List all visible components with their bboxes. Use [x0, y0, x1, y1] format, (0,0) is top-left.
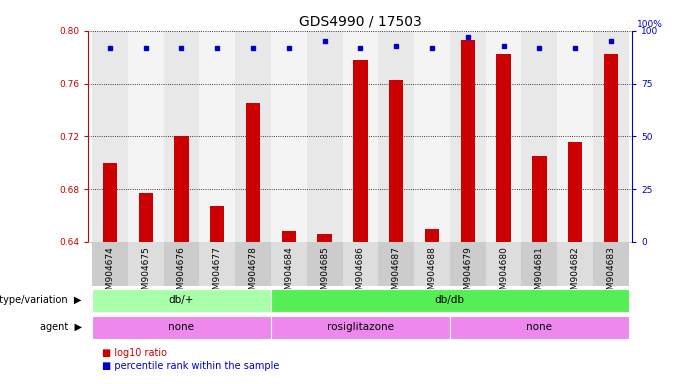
Title: GDS4990 / 17503: GDS4990 / 17503 [299, 14, 422, 28]
Bar [450, 31, 486, 242]
Bar [353, 60, 368, 242]
Text: GSM904684: GSM904684 [284, 247, 293, 301]
Bar [460, 40, 475, 242]
Text: GSM904685: GSM904685 [320, 247, 329, 301]
Text: none: none [526, 322, 552, 333]
FancyBboxPatch shape [164, 242, 199, 286]
Bar [246, 103, 260, 242]
FancyBboxPatch shape [450, 316, 629, 339]
Bar [199, 31, 235, 242]
FancyBboxPatch shape [235, 242, 271, 286]
FancyBboxPatch shape [92, 289, 271, 312]
Bar [378, 31, 414, 242]
Text: agent  ▶: agent ▶ [39, 322, 82, 333]
Bar [486, 31, 522, 242]
FancyBboxPatch shape [92, 316, 271, 339]
Bar [92, 31, 128, 242]
Bar [557, 31, 593, 242]
FancyBboxPatch shape [92, 242, 128, 286]
Bar [568, 142, 582, 242]
FancyBboxPatch shape [343, 242, 378, 286]
Text: GSM904675: GSM904675 [141, 247, 150, 301]
Text: GSM904682: GSM904682 [571, 247, 579, 301]
Text: db/+: db/+ [169, 295, 194, 306]
Bar [343, 31, 378, 242]
Bar [307, 31, 343, 242]
Bar [318, 234, 332, 242]
FancyBboxPatch shape [593, 242, 629, 286]
Bar [128, 31, 164, 242]
Bar [235, 31, 271, 242]
Text: GSM904688: GSM904688 [428, 247, 437, 301]
FancyBboxPatch shape [414, 242, 450, 286]
Bar [496, 55, 511, 242]
Text: ■ log10 ratio: ■ log10 ratio [102, 348, 167, 358]
FancyBboxPatch shape [557, 242, 593, 286]
Text: ■ percentile rank within the sample: ■ percentile rank within the sample [102, 361, 279, 371]
Text: GSM904678: GSM904678 [248, 247, 258, 301]
Text: GSM904686: GSM904686 [356, 247, 365, 301]
Bar [532, 156, 547, 242]
Bar [425, 229, 439, 242]
Bar [210, 206, 224, 242]
Bar [271, 31, 307, 242]
Text: GSM904680: GSM904680 [499, 247, 508, 301]
Bar [103, 163, 117, 242]
Bar [604, 55, 618, 242]
FancyBboxPatch shape [307, 242, 343, 286]
Bar [522, 31, 557, 242]
Bar [414, 31, 450, 242]
Text: db/db: db/db [435, 295, 465, 306]
FancyBboxPatch shape [486, 242, 522, 286]
FancyBboxPatch shape [450, 242, 486, 286]
Text: GSM904683: GSM904683 [607, 247, 615, 301]
Text: genotype/variation  ▶: genotype/variation ▶ [0, 295, 82, 306]
Text: none: none [169, 322, 194, 333]
FancyBboxPatch shape [199, 242, 235, 286]
Text: 100%: 100% [636, 20, 662, 29]
Bar [593, 31, 629, 242]
Bar [164, 31, 199, 242]
FancyBboxPatch shape [128, 242, 164, 286]
Text: GSM904681: GSM904681 [535, 247, 544, 301]
Bar [139, 193, 153, 242]
Text: GSM904679: GSM904679 [463, 247, 473, 301]
Text: GSM904674: GSM904674 [105, 247, 114, 301]
FancyBboxPatch shape [271, 289, 629, 312]
FancyBboxPatch shape [271, 316, 450, 339]
Text: rosiglitazone: rosiglitazone [327, 322, 394, 333]
Bar [174, 136, 188, 242]
Bar [389, 79, 403, 242]
Bar [282, 231, 296, 242]
FancyBboxPatch shape [522, 242, 557, 286]
Text: GSM904687: GSM904687 [392, 247, 401, 301]
FancyBboxPatch shape [378, 242, 414, 286]
Text: GSM904676: GSM904676 [177, 247, 186, 301]
FancyBboxPatch shape [271, 242, 307, 286]
Text: GSM904677: GSM904677 [213, 247, 222, 301]
